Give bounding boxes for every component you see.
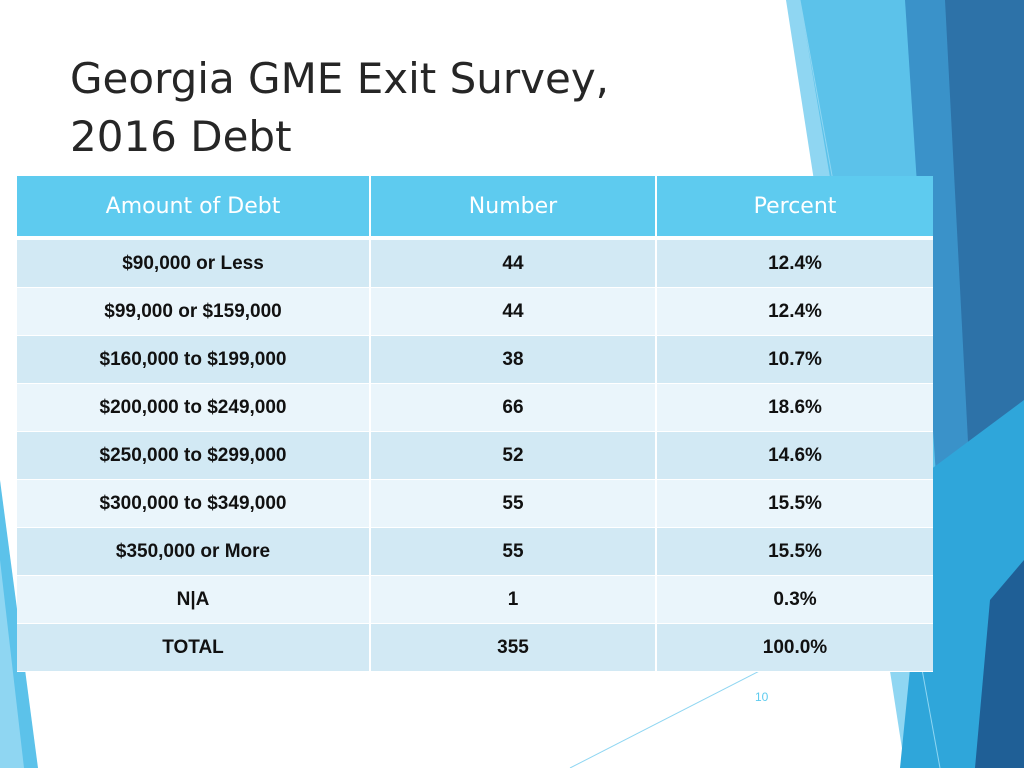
- cell-percent: 100.0%: [656, 623, 933, 672]
- cell-percent: 18.6%: [656, 383, 933, 432]
- table-row: $350,000 or More 55 15.5%: [17, 527, 933, 576]
- cell-percent: 15.5%: [656, 479, 933, 528]
- header-percent: Percent: [656, 176, 933, 240]
- table-row: $250,000 to $299,000 52 14.6%: [17, 431, 933, 480]
- cell-number: 355: [370, 623, 657, 672]
- cell-percent: 12.4%: [656, 238, 933, 288]
- cell-amount: TOTAL: [17, 623, 371, 672]
- slide-title-line-2: 2016 Debt: [70, 112, 292, 161]
- cell-number: 44: [370, 287, 657, 336]
- cell-amount: $99,000 or $159,000: [17, 287, 371, 336]
- table-header-row: Amount of Debt Number Percent: [17, 176, 933, 240]
- cell-amount: $90,000 or Less: [17, 238, 371, 288]
- table-row: $200,000 to $249,000 66 18.6%: [17, 383, 933, 432]
- header-amount-of-debt: Amount of Debt: [17, 176, 371, 240]
- decor-deep-bottom-facet: [975, 560, 1024, 768]
- cell-number: 66: [370, 383, 657, 432]
- debt-table: Amount of Debt Number Percent $90,000 or…: [17, 176, 933, 672]
- table-row-total: TOTAL 355 100.0%: [17, 623, 933, 672]
- cell-amount: $250,000 to $299,000: [17, 431, 371, 480]
- decor-left-strip-light: [0, 560, 24, 768]
- cell-number: 38: [370, 335, 657, 384]
- cell-amount: $350,000 or More: [17, 527, 371, 576]
- slide-title-line-1: Georgia GME Exit Survey,: [70, 54, 610, 103]
- cell-number: 52: [370, 431, 657, 480]
- table-row: N|A 1 0.3%: [17, 575, 933, 624]
- cell-number: 1: [370, 575, 657, 624]
- slide-title: Georgia GME Exit Survey, 2016 Debt: [70, 50, 609, 166]
- cell-amount: $200,000 to $249,000: [17, 383, 371, 432]
- cell-percent: 10.7%: [656, 335, 933, 384]
- cell-amount: $300,000 to $349,000: [17, 479, 371, 528]
- cell-number: 55: [370, 479, 657, 528]
- table-row: $160,000 to $199,000 38 10.7%: [17, 335, 933, 384]
- cell-number: 55: [370, 527, 657, 576]
- cell-number: 44: [370, 238, 657, 288]
- cell-amount: $160,000 to $199,000: [17, 335, 371, 384]
- cell-percent: 12.4%: [656, 287, 933, 336]
- cell-amount: N|A: [17, 575, 371, 624]
- table-row: $300,000 to $349,000 55 15.5%: [17, 479, 933, 528]
- cell-percent: 15.5%: [656, 527, 933, 576]
- table-row: $90,000 or Less 44 12.4%: [17, 238, 933, 288]
- cell-percent: 0.3%: [656, 575, 933, 624]
- cell-percent: 14.6%: [656, 431, 933, 480]
- header-number: Number: [370, 176, 657, 240]
- page-number: 10: [755, 690, 769, 704]
- table-row: $99,000 or $159,000 44 12.4%: [17, 287, 933, 336]
